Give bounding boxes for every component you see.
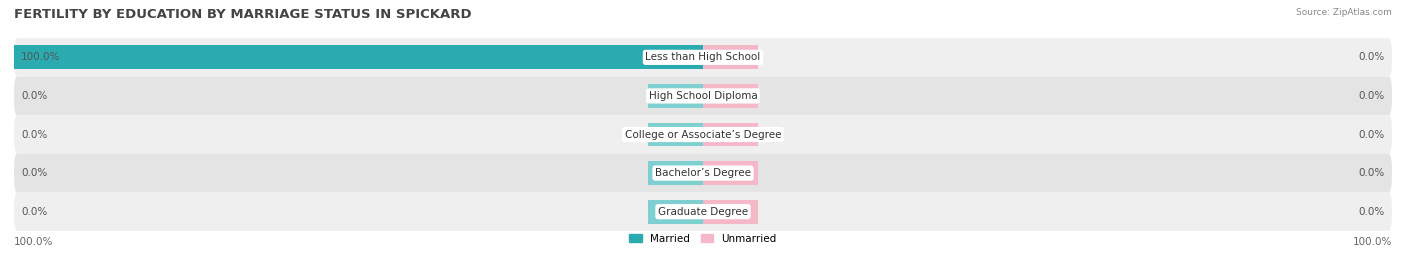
Text: 100.0%: 100.0% xyxy=(21,52,60,62)
FancyBboxPatch shape xyxy=(14,154,1392,192)
Text: 0.0%: 0.0% xyxy=(21,129,48,140)
Text: 0.0%: 0.0% xyxy=(1358,207,1385,217)
Text: Less than High School: Less than High School xyxy=(645,52,761,62)
Bar xyxy=(703,84,758,108)
Bar xyxy=(648,84,703,108)
Text: 0.0%: 0.0% xyxy=(1358,52,1385,62)
Text: 0.0%: 0.0% xyxy=(1358,129,1385,140)
Bar xyxy=(703,200,758,224)
Legend: Married, Unmarried: Married, Unmarried xyxy=(626,229,780,248)
Text: Source: ZipAtlas.com: Source: ZipAtlas.com xyxy=(1296,8,1392,17)
Bar xyxy=(648,200,703,224)
Text: High School Diploma: High School Diploma xyxy=(648,91,758,101)
Text: 100.0%: 100.0% xyxy=(14,237,53,247)
FancyBboxPatch shape xyxy=(14,192,1392,231)
Text: FERTILITY BY EDUCATION BY MARRIAGE STATUS IN SPICKARD: FERTILITY BY EDUCATION BY MARRIAGE STATU… xyxy=(14,8,471,21)
Bar xyxy=(648,123,703,146)
Text: 0.0%: 0.0% xyxy=(1358,91,1385,101)
Text: 0.0%: 0.0% xyxy=(21,91,48,101)
Bar xyxy=(14,45,703,69)
FancyBboxPatch shape xyxy=(14,77,1392,115)
FancyBboxPatch shape xyxy=(14,38,1392,77)
Bar xyxy=(648,161,703,185)
Text: 100.0%: 100.0% xyxy=(1353,237,1392,247)
Text: Graduate Degree: Graduate Degree xyxy=(658,207,748,217)
Bar xyxy=(703,161,758,185)
Text: College or Associate’s Degree: College or Associate’s Degree xyxy=(624,129,782,140)
Text: 0.0%: 0.0% xyxy=(21,207,48,217)
Text: 0.0%: 0.0% xyxy=(1358,168,1385,178)
Bar xyxy=(703,123,758,146)
Bar xyxy=(703,45,758,69)
Text: Bachelor’s Degree: Bachelor’s Degree xyxy=(655,168,751,178)
FancyBboxPatch shape xyxy=(14,115,1392,154)
Text: 0.0%: 0.0% xyxy=(21,168,48,178)
